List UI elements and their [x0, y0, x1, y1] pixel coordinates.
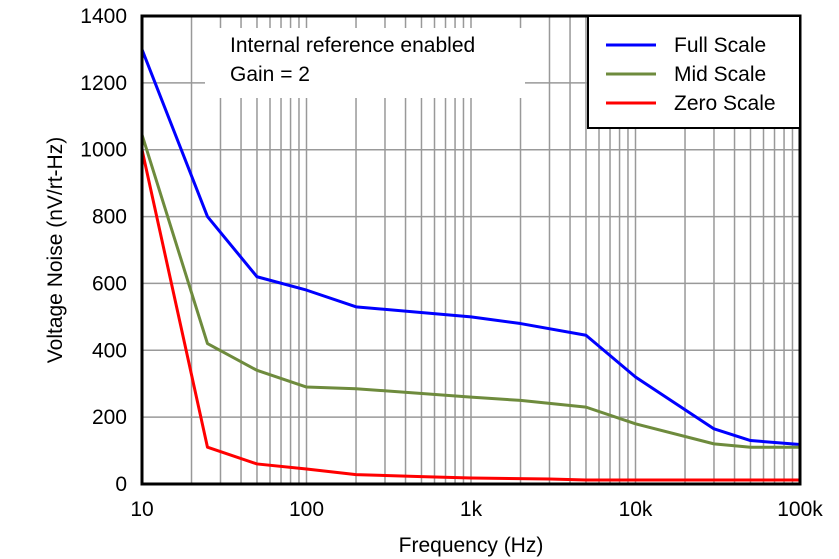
legend-box [587, 15, 801, 129]
legend: Full Scale Mid Scale Zero Scale [587, 15, 801, 129]
y-axis-label: Voltage Noise (nV/rt-Hz) [44, 137, 67, 363]
legend-label: Mid Scale [674, 63, 766, 86]
y-tick-label: 200 [92, 406, 127, 429]
annotation-line-1: Internal reference enabled [230, 34, 475, 57]
x-tick-label: 1k [460, 498, 483, 521]
x-tick-label: 10k [619, 498, 653, 521]
x-tick-label: 10 [130, 498, 153, 521]
y-tick-label: 1200 [80, 72, 127, 95]
tick-labels: 10 100 1k 10k 100k 0 200 400 600 800 1000 1200 1400 [80, 5, 823, 521]
y-tick-label: 1000 [80, 139, 127, 162]
y-tick-label: 600 [92, 272, 127, 295]
plot-frame [140, 14, 802, 486]
x-tick-label: 100 [289, 498, 324, 521]
y-tick-label: 0 [115, 473, 127, 496]
x-axis-label: Frequency (Hz) [399, 534, 544, 557]
legend-label: Zero Scale [674, 92, 776, 115]
y-tick-label: 1400 [80, 5, 127, 28]
series-line-full-scale [140, 48, 801, 447]
legend-label: Full Scale [674, 34, 766, 57]
series-lines [140, 48, 801, 482]
series-line-mid-scale [140, 134, 800, 449]
annotation-background [205, 28, 525, 98]
x-tick-label: 100k [777, 498, 823, 521]
y-tick-label: 800 [92, 206, 127, 229]
y-tick-label: 400 [92, 339, 127, 362]
annotation-line-2: Gain = 2 [230, 63, 310, 86]
series-line-zero-scale [140, 149, 800, 482]
